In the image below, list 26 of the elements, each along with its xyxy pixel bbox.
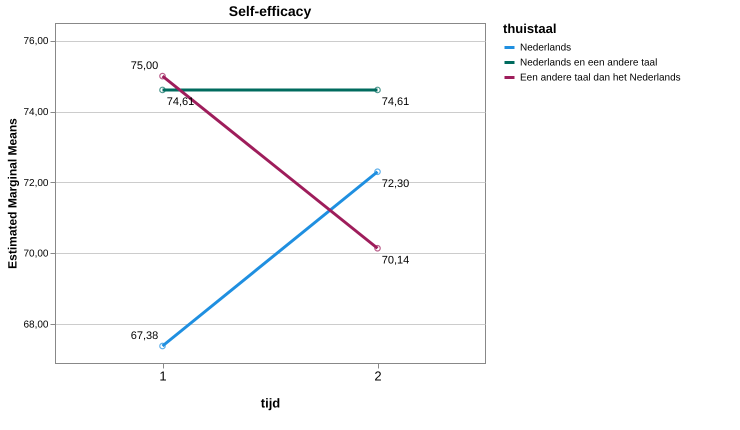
y-tick-label: 74,00 [23, 107, 49, 118]
data-label: 74,61 [382, 96, 410, 108]
data-label: 67,38 [130, 330, 158, 342]
legend-label: Nederlands [520, 42, 572, 54]
legend-label: Nederlands en een andere taal [520, 58, 658, 68]
data-label: 70,14 [382, 254, 410, 266]
point [159, 342, 166, 350]
point [159, 72, 166, 80]
y-tick-label: 68,00 [23, 320, 49, 331]
point [374, 86, 381, 94]
x-tick-label: 2 [374, 368, 382, 384]
data-label: 74,61 [166, 96, 194, 108]
chart-title: Self-efficacy [228, 3, 312, 19]
x-axis-title: tijd [260, 396, 280, 410]
point [374, 244, 381, 252]
data-label: 72,30 [382, 178, 410, 190]
data-label: 75,00 [130, 60, 158, 72]
y-axis-title: Estimated Marginal Means [5, 118, 20, 269]
y-tick-label: 76,00 [23, 36, 49, 48]
point [374, 168, 381, 176]
legend-title: thuistaal [503, 21, 556, 36]
y-tick-label: 70,00 [23, 248, 49, 260]
x-tick-label: 1 [159, 368, 167, 384]
y-tick-label: 72,00 [23, 178, 49, 189]
point [159, 86, 166, 94]
legend-label: Een andere taal dan het Nederlands [520, 72, 681, 84]
